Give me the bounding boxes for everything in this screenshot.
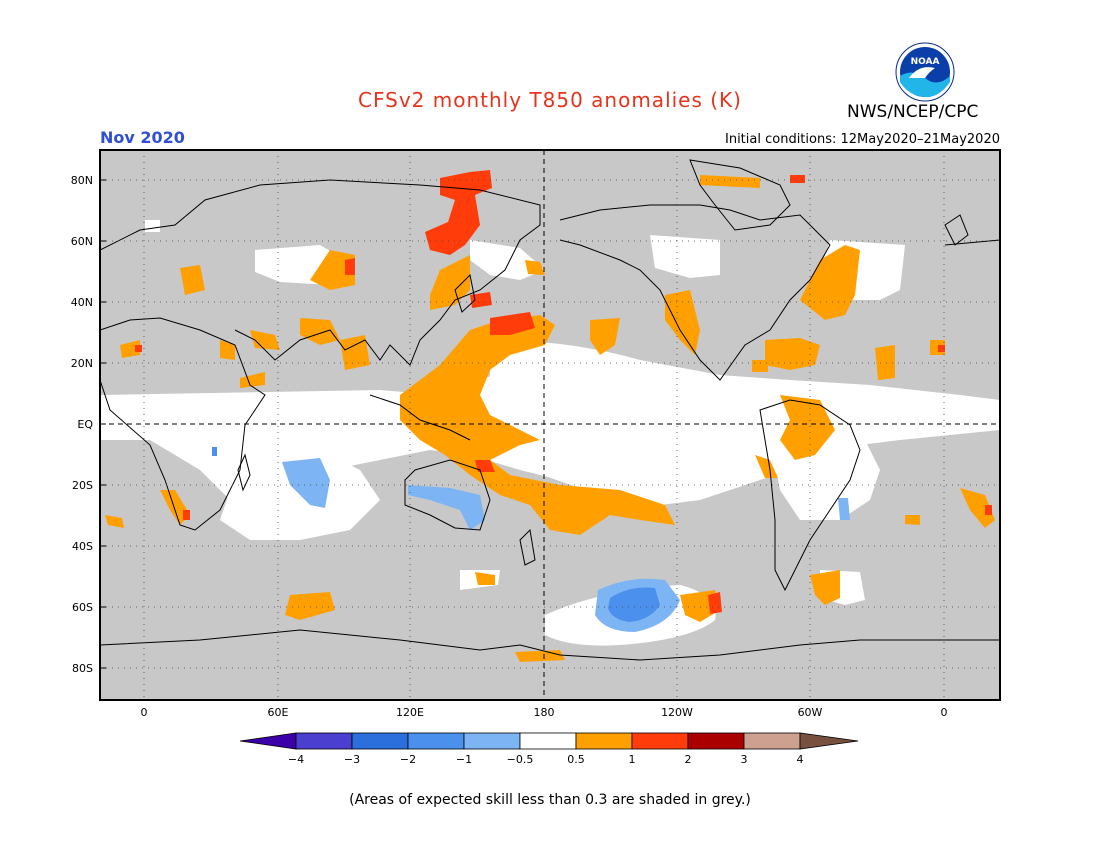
coast-east-eurasia <box>944 239 1000 246</box>
lon-label: 120E <box>396 706 424 719</box>
skill-note: (Areas of expected skill less than 0.3 a… <box>349 792 751 808</box>
legend-tick-labels: −4 −3 −2 −1 −0.5 0.5 1 2 3 4 <box>288 753 804 766</box>
lat-label: 20N <box>71 357 93 370</box>
lat-label: 60N <box>71 235 93 248</box>
legend-swatch <box>407 732 465 750</box>
lon-label: 120W <box>661 706 693 719</box>
noaa-logo: NOAA <box>895 42 955 102</box>
lat-label: EQ <box>77 418 93 431</box>
lon-label: 180 <box>534 706 555 719</box>
coast-australia <box>404 459 491 531</box>
blue-region-australia <box>408 485 485 530</box>
legend-tick-label: 4 <box>797 753 804 766</box>
initial-conditions-label: Initial conditions: 12May2020–21May2020 <box>725 132 1000 147</box>
legend-swatch <box>351 732 409 750</box>
longitude-labels: 0 60E 120E 180 120W 60W 0 <box>141 706 948 719</box>
grid-lines <box>100 150 1000 700</box>
legend-tick-label: −0.5 <box>507 753 534 766</box>
orange-regions <box>105 175 995 662</box>
coast-japan <box>454 273 476 313</box>
legend-swatch <box>463 732 521 750</box>
legend-tick-label: −3 <box>344 753 360 766</box>
map-field <box>100 150 1000 700</box>
coast-antarctica <box>100 629 1000 661</box>
coast-north-america <box>559 204 831 381</box>
legend-tick-label: 0.5 <box>567 753 585 766</box>
agency-label: NWS/NCEP/CPC <box>847 102 979 122</box>
noaa-logo-text: NOAA <box>911 57 940 67</box>
coast-africa <box>100 317 266 531</box>
lat-ticks <box>100 179 106 669</box>
legend-swatch <box>575 732 633 750</box>
blue-region-south-atlantic <box>838 498 850 520</box>
legend-swatch <box>519 732 577 750</box>
lon-label: 60E <box>268 706 289 719</box>
color-legend <box>239 732 859 750</box>
lat-label: 40S <box>72 540 93 553</box>
equator-dateline <box>100 150 1000 700</box>
lat-label: 40N <box>71 296 93 309</box>
chart-title: CFSv2 monthly T850 anomalies (K) <box>358 88 742 112</box>
legend-swatch <box>295 732 353 750</box>
lon-label: 60W <box>798 706 823 719</box>
legend-swatch <box>743 732 801 750</box>
blue-region-africa <box>212 447 217 456</box>
legend-swatch <box>687 732 745 750</box>
lat-label: 80S <box>72 662 93 675</box>
white-regions <box>100 220 1000 646</box>
coast-madagascar <box>237 453 251 492</box>
legend-arrow-right <box>799 732 859 750</box>
legend-swatch <box>631 732 689 750</box>
coast-indonesia <box>369 394 471 441</box>
blue-region-indian-ocean <box>282 458 330 508</box>
lon-label: 0 <box>941 706 948 719</box>
lat-label: 60S <box>72 601 93 614</box>
blue-regions <box>212 447 850 632</box>
forecast-month: Nov 2020 <box>100 128 185 147</box>
legend-tick-label: 3 <box>741 753 748 766</box>
coast-eurasia <box>100 179 541 366</box>
legend-arrow-left <box>239 732 297 750</box>
legend-tick-label: −4 <box>288 753 304 766</box>
red-regions <box>135 170 992 614</box>
lat-label: 80N <box>71 174 93 187</box>
legend-tick-label: 1 <box>629 753 636 766</box>
lon-label: 0 <box>141 706 148 719</box>
coast-new-zealand <box>519 528 536 566</box>
latitude-labels: 80N 60N 40N 20N EQ 20S 40S 60S 80S <box>71 174 94 675</box>
legend-tick-label: 2 <box>685 753 692 766</box>
map-frame <box>99 149 1001 701</box>
coast-uk <box>944 214 969 246</box>
legend-tick-label: −1 <box>456 753 472 766</box>
lat-label: 20S <box>72 479 93 492</box>
legend-tick-label: −2 <box>400 753 416 766</box>
blue-region-south-pacific-core <box>608 587 660 622</box>
coast-greenland <box>689 159 791 231</box>
